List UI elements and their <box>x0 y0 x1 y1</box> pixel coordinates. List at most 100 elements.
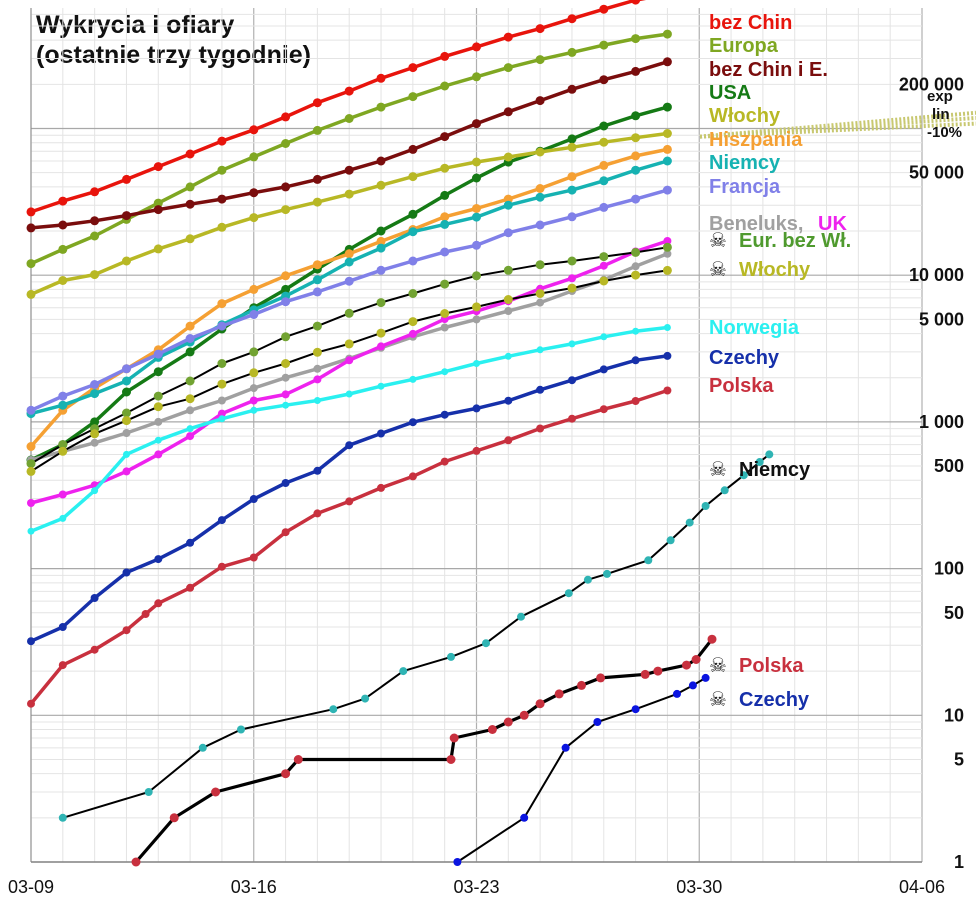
data-point <box>567 47 577 57</box>
data-point <box>344 86 354 96</box>
y-tick-label: 1 000 <box>919 412 964 432</box>
data-point <box>441 368 449 376</box>
data-point <box>536 385 545 394</box>
data-point <box>503 200 513 210</box>
legend-label-polska: Polska <box>709 375 774 397</box>
data-point <box>408 329 417 338</box>
data-point <box>153 367 163 377</box>
data-point <box>599 137 609 147</box>
chart-subtitle: (ostatnie trzy tygodnie) <box>36 41 312 69</box>
data-point <box>535 184 545 193</box>
data-point <box>90 231 100 241</box>
data-point <box>568 376 576 385</box>
legend-label-wlochy: Włochy <box>709 105 781 127</box>
data-point <box>472 302 481 312</box>
data-point <box>58 244 68 254</box>
y-tick-label: 50 000 <box>909 163 964 183</box>
data-point <box>249 213 259 223</box>
data-point <box>663 237 672 245</box>
data-point <box>535 96 545 106</box>
data-point <box>440 132 450 142</box>
data-point <box>237 725 245 734</box>
data-point <box>217 194 227 204</box>
data-point <box>144 788 153 796</box>
data-point <box>27 527 35 535</box>
data-point <box>312 98 322 108</box>
data-point <box>26 223 36 233</box>
y-tick-label: 50 <box>944 603 964 623</box>
data-point <box>250 406 258 414</box>
data-point <box>567 142 577 152</box>
data-point <box>218 415 226 423</box>
data-point <box>663 249 672 258</box>
data-point <box>520 813 529 822</box>
data-point <box>632 327 640 335</box>
data-point <box>141 610 150 618</box>
data-point <box>631 34 641 44</box>
data-point <box>217 409 226 418</box>
data-point <box>185 199 195 209</box>
data-point <box>90 645 99 654</box>
data-point <box>313 375 322 384</box>
data-point <box>377 429 385 438</box>
data-point <box>599 176 609 186</box>
series <box>26 185 672 415</box>
data-point <box>600 333 608 341</box>
data-point <box>453 858 462 866</box>
data-point <box>281 528 290 537</box>
x-tick-label: 03-23 <box>453 877 499 897</box>
data-point <box>765 450 774 459</box>
data-point <box>376 328 386 338</box>
data-point <box>123 450 130 458</box>
data-point <box>344 339 354 349</box>
data-point <box>688 681 697 690</box>
y-tick-label: 1 <box>954 852 964 872</box>
data-point <box>685 518 694 527</box>
data-point <box>599 261 608 270</box>
data-point <box>217 299 227 309</box>
data-point <box>376 156 386 166</box>
data-point <box>554 689 564 699</box>
data-point <box>440 81 450 91</box>
skull-icon: ☠ <box>709 459 727 481</box>
series <box>26 129 672 299</box>
data-point <box>535 192 545 202</box>
series <box>26 57 672 233</box>
skull-icon: ☠ <box>709 689 727 711</box>
data-point <box>599 202 609 212</box>
data-point <box>631 705 640 714</box>
data-point <box>596 673 606 683</box>
data-point <box>345 356 354 365</box>
data-point <box>599 4 609 14</box>
data-point <box>472 271 481 281</box>
data-point <box>282 401 290 409</box>
data-point <box>472 404 481 413</box>
data-point <box>153 205 163 215</box>
data-point <box>739 471 748 480</box>
data-point <box>90 417 100 427</box>
data-point <box>440 279 450 289</box>
data-point <box>567 256 577 266</box>
data-point <box>186 583 195 592</box>
series <box>27 351 672 646</box>
data-point <box>153 198 163 208</box>
data-point <box>122 387 131 397</box>
data-point <box>567 84 577 94</box>
data-point <box>312 287 322 297</box>
data-point <box>662 156 672 166</box>
data-point <box>153 402 163 412</box>
data-point <box>185 234 195 244</box>
legend-label-beneluks: Beneluks, <box>709 213 803 235</box>
data-point <box>59 514 67 522</box>
legend-label-norwegia: Norwegia <box>709 317 800 339</box>
data-point <box>631 270 641 280</box>
legend-label-uk: UK <box>818 213 847 235</box>
series <box>26 265 672 476</box>
data-point <box>281 182 291 192</box>
data-point <box>504 396 513 405</box>
data-point <box>440 212 450 222</box>
series <box>453 673 710 866</box>
data-point <box>567 185 577 195</box>
legend-label-europa: Europa <box>709 35 779 57</box>
